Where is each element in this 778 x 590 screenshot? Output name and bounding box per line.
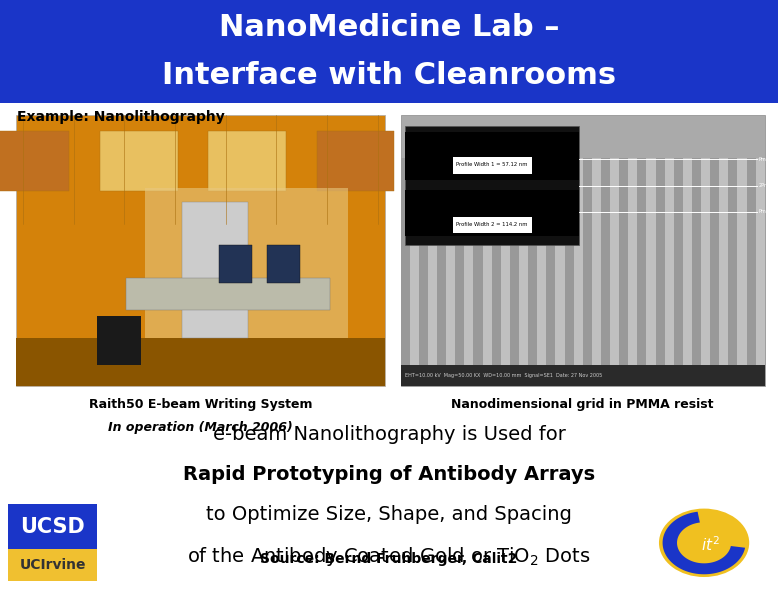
Polygon shape (663, 512, 745, 574)
Bar (710, 159, 719, 365)
Bar (573, 159, 583, 365)
Bar (519, 159, 528, 365)
Text: Raith50 E-beam Writing System: Raith50 E-beam Writing System (89, 398, 312, 411)
Bar (464, 159, 474, 365)
Bar (0, 0, 778, 103)
Bar (401, 115, 765, 386)
Bar (8, 549, 97, 581)
Text: Pm2: Pm2 (759, 209, 769, 214)
Bar (16, 337, 385, 386)
Bar (182, 202, 248, 337)
Bar (674, 159, 683, 365)
Bar (610, 159, 619, 365)
Bar (16, 115, 385, 386)
Bar (410, 159, 419, 365)
Bar (656, 159, 664, 365)
Bar (629, 159, 637, 365)
Bar (747, 159, 755, 365)
Bar (755, 159, 765, 365)
Bar (528, 159, 537, 365)
Bar (664, 159, 674, 365)
Text: to Optimize Size, Shape, and Spacing: to Optimize Size, Shape, and Spacing (206, 505, 572, 524)
Text: Example: Nanolithography: Example: Nanolithography (17, 110, 225, 124)
Bar (126, 278, 330, 310)
Bar (738, 159, 747, 365)
Circle shape (659, 509, 749, 577)
Bar (592, 159, 601, 365)
Bar (209, 132, 286, 191)
Bar (492, 159, 501, 365)
Text: Pm: Pm (759, 157, 766, 162)
Bar (428, 159, 437, 365)
Bar (419, 159, 428, 365)
Bar (401, 365, 765, 386)
Text: Source: Bernd Fruhberger, Calit2: Source: Bernd Fruhberger, Calit2 (261, 552, 517, 566)
Bar (100, 132, 177, 191)
Bar (601, 159, 610, 365)
Bar (0, 132, 69, 191)
Bar (537, 159, 546, 365)
Bar (583, 159, 592, 365)
Bar (637, 159, 647, 365)
Bar (454, 157, 532, 173)
Text: Profile Width 2 = 114.2 nm: Profile Width 2 = 114.2 nm (456, 222, 527, 227)
Text: NanoMedicine Lab –: NanoMedicine Lab – (219, 14, 559, 42)
Bar (219, 245, 252, 283)
Bar (96, 316, 141, 365)
Bar (317, 132, 394, 191)
Text: In operation (March 2006): In operation (March 2006) (108, 421, 293, 434)
Bar (683, 159, 692, 365)
Bar (474, 159, 482, 365)
Text: EHT=10.00 kV  Mag=50.00 KX  WD=10.00 mm  Signal=SE1  Date: 27 Nov 2005: EHT=10.00 kV Mag=50.00 KX WD=10.00 mm Si… (405, 373, 602, 378)
Text: UCIrvine: UCIrvine (19, 558, 86, 572)
Bar (454, 217, 532, 234)
Bar (647, 159, 656, 365)
Text: $it^2$: $it^2$ (701, 535, 720, 554)
Bar (555, 159, 565, 365)
Text: e-beam Nanolithography is Used for: e-beam Nanolithography is Used for (212, 425, 566, 444)
Bar (546, 159, 555, 365)
Bar (510, 159, 519, 365)
Bar (482, 159, 492, 365)
Bar (145, 188, 348, 337)
Bar (405, 191, 580, 236)
Bar (701, 159, 710, 365)
Text: Interface with Cleanrooms: Interface with Cleanrooms (162, 61, 616, 90)
Text: of the Antibody Coated Gold or TiO$_\mathregular{2}$ Dots: of the Antibody Coated Gold or TiO$_\mat… (187, 545, 591, 568)
Bar (8, 504, 97, 549)
Bar (446, 159, 455, 365)
Text: Profile Width 1 = 57.12 nm: Profile Width 1 = 57.12 nm (456, 162, 527, 167)
Bar (565, 159, 573, 365)
Bar (719, 159, 728, 365)
Bar (405, 132, 580, 179)
Bar (728, 159, 738, 365)
Bar (501, 159, 510, 365)
Bar (619, 159, 629, 365)
Bar (437, 159, 447, 365)
Bar (405, 126, 580, 245)
Bar (267, 245, 300, 283)
Text: Nanodimensional grid in PMMA resist: Nanodimensional grid in PMMA resist (451, 398, 714, 411)
Bar (401, 159, 410, 365)
Bar (455, 159, 464, 365)
Text: 2Pm: 2Pm (759, 183, 769, 188)
Bar (692, 159, 701, 365)
Text: UCSD: UCSD (20, 517, 85, 536)
Text: Rapid Prototyping of Antibody Arrays: Rapid Prototyping of Antibody Arrays (183, 465, 595, 484)
